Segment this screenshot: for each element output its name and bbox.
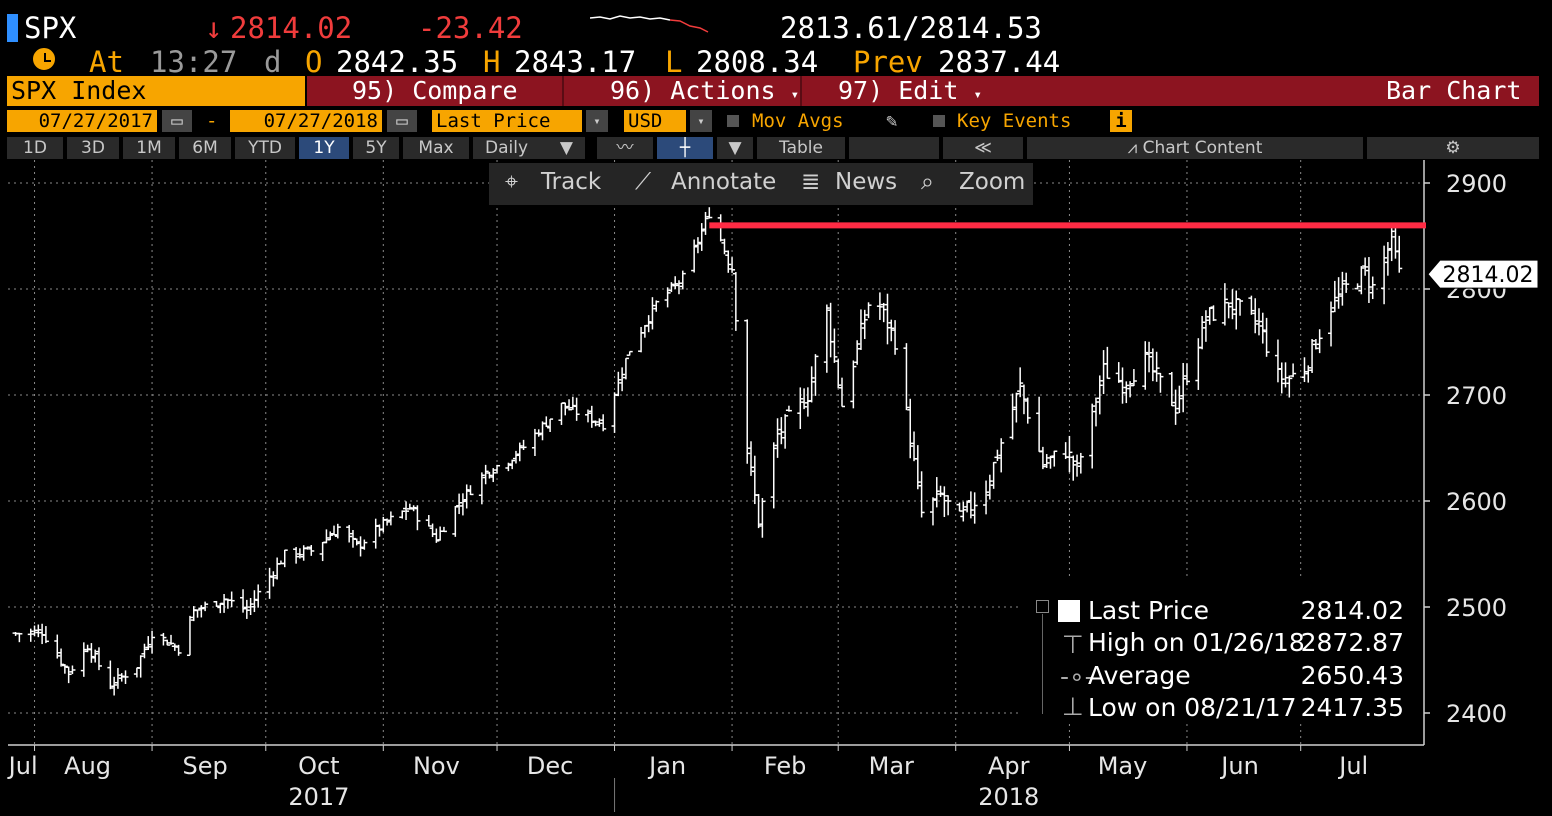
legend-connector: [1042, 614, 1043, 714]
x-month-label: Apr: [988, 752, 1030, 780]
track-button[interactable]: Track: [541, 169, 601, 195]
y-tick-label: 2600: [1446, 488, 1507, 516]
last-price-tag-label: 2814.02: [1443, 263, 1534, 288]
pencil-icon[interactable]: ⟋: [635, 169, 651, 195]
x-month-label: Jul: [7, 752, 38, 780]
legend-average-value: 2650.43: [1301, 661, 1404, 690]
x-month-label: Dec: [527, 752, 573, 780]
y-tick-label: 2500: [1446, 594, 1507, 622]
legend-high-label: High on 01/26/18: [1088, 628, 1305, 657]
legend-average-label: Average: [1088, 661, 1191, 690]
zoom-button[interactable]: Zoom: [959, 169, 1025, 195]
y-tick-label: 2700: [1446, 382, 1507, 410]
collapse-legend-icon[interactable]: [1036, 600, 1049, 613]
high-marker-icon: ⊤: [1062, 630, 1084, 659]
x-month-label: Aug: [64, 752, 111, 780]
x-month-label: Sep: [183, 752, 228, 780]
last-price-swatch: [1058, 600, 1080, 622]
y-tick-label: 2400: [1446, 700, 1507, 728]
annotate-button[interactable]: Annotate: [671, 169, 776, 195]
low-marker-icon: ⊥: [1062, 692, 1084, 721]
legend-low-value: 2417.35: [1301, 693, 1404, 722]
x-month-label: Nov: [413, 752, 460, 780]
legend-last-price-value: 2814.02: [1301, 596, 1404, 625]
x-month-label: May: [1098, 752, 1148, 780]
legend-high-value: 2872.87: [1301, 628, 1404, 657]
news-button[interactable]: News: [835, 169, 897, 195]
crosshair-icon[interactable]: ⌖: [505, 169, 518, 195]
chart-toolbar: ⌖ Track ⟋ Annotate ≣ News ⌕ Zoom: [489, 163, 1033, 205]
x-month-label: Jun: [1219, 752, 1259, 780]
legend-last-price-label: Last Price: [1088, 596, 1209, 625]
magnifier-icon[interactable]: ⌕: [921, 169, 934, 195]
x-year-label: 2017: [288, 783, 349, 811]
y-tick-label: 2900: [1446, 170, 1507, 198]
x-month-label: Jul: [1337, 752, 1368, 780]
x-month-label: Jan: [647, 752, 686, 780]
news-icon[interactable]: ≣: [801, 169, 820, 195]
x-month-label: Oct: [298, 752, 340, 780]
x-year-label: 2018: [978, 783, 1039, 811]
x-month-label: Feb: [764, 752, 807, 780]
x-month-label: Mar: [869, 752, 914, 780]
chart-legend: Last Price 2814.02 ⊤ High on 01/26/18 28…: [1022, 580, 1422, 720]
legend-low-label: Low on 08/21/17: [1088, 693, 1297, 722]
